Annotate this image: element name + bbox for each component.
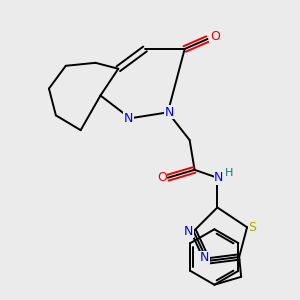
Text: N: N (124, 112, 134, 125)
Text: S: S (248, 221, 256, 234)
Text: N: N (184, 225, 193, 238)
Text: O: O (210, 30, 220, 43)
Text: O: O (157, 171, 167, 184)
Text: N: N (165, 106, 174, 119)
Text: H: H (224, 168, 233, 178)
Text: N: N (200, 251, 209, 265)
Text: N: N (214, 171, 224, 184)
